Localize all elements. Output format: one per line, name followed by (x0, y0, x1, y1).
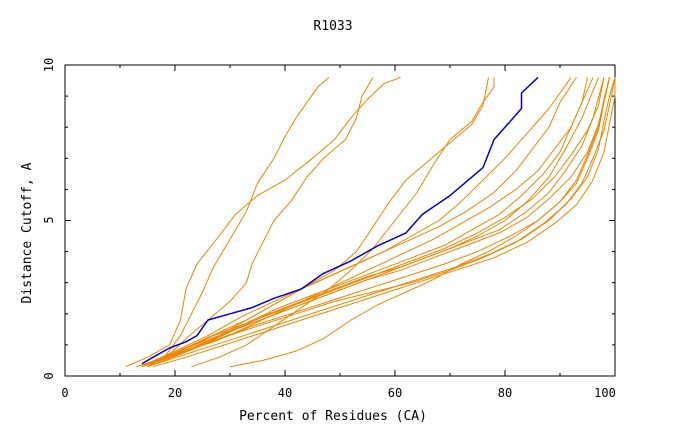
series-line-model-02 (125, 76, 401, 368)
plot-frame (64, 64, 616, 377)
series-line-model-01 (191, 77, 495, 368)
series-line-model-16 (147, 77, 577, 368)
series-line-highlight (141, 76, 539, 365)
series-line-model-18 (147, 77, 605, 365)
series-line-model-12 (147, 77, 616, 368)
chart-title: R1033 (313, 19, 352, 34)
y-tick-label-0: 0 (42, 372, 56, 379)
series-line-model-17 (141, 77, 610, 368)
x-tick-label-60: 60 (388, 386, 402, 400)
highlight-layer (141, 76, 539, 365)
x-tick-label-0: 0 (61, 386, 68, 400)
x-tick-label-20: 20 (168, 386, 182, 400)
series-line-model-11 (141, 77, 588, 368)
series-line-model-15 (141, 77, 594, 368)
series-line-model-03 (141, 77, 330, 368)
series-line-model-10 (147, 77, 616, 368)
series-line-model-14 (229, 77, 610, 368)
series-line-model-13 (152, 77, 616, 368)
series-line-model-06 (136, 77, 572, 368)
x-axis-label: Percent of Residues (CA) (239, 409, 427, 424)
x-tick-label-100: 100 (594, 386, 616, 400)
x-tick-label-80: 80 (498, 386, 512, 400)
y-tick-label-10: 10 (42, 58, 56, 72)
y-axis-label: Distance Cutoff, A (20, 162, 35, 303)
series-line-model-04 (147, 77, 374, 368)
series-line-model-05 (147, 77, 489, 365)
y-tick-label-5: 5 (42, 216, 56, 223)
axis-ticks (64, 64, 616, 377)
x-tick-label-40: 40 (278, 386, 292, 400)
series-layer (125, 76, 616, 368)
series-line-model-09 (141, 77, 610, 368)
